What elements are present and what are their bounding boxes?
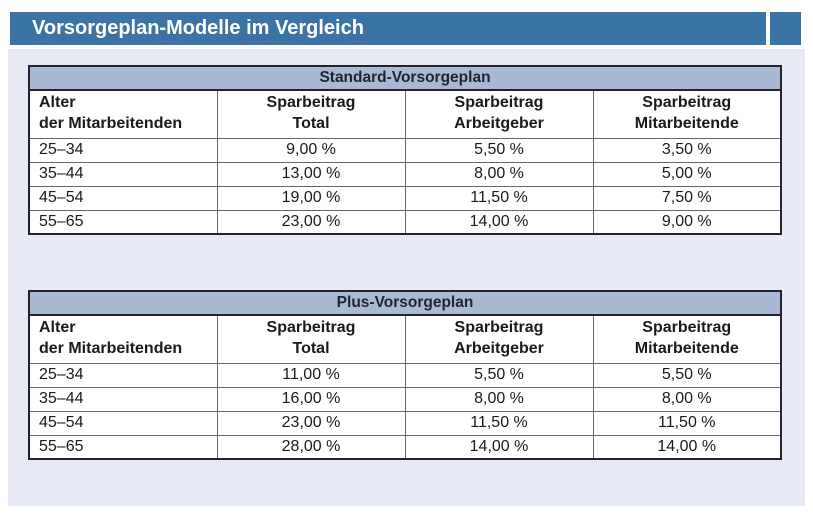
column-header-line: Sparbeitrag	[454, 94, 544, 112]
table-title-row: Standard-Vorsorgeplan	[28, 65, 782, 91]
value-cell: 9,00 %	[592, 209, 782, 235]
value-cell: 11,00 %	[216, 362, 406, 388]
column-header-line: der Mitarbeitenden	[39, 340, 183, 358]
age-range-cell: 35–44	[28, 161, 218, 187]
value-cell: 11,50 %	[404, 185, 594, 211]
table-row: 55–65 23,00 % 14,00 % 9,00 %	[28, 209, 782, 235]
value-cell: 5,50 %	[592, 362, 782, 388]
column-header-line: der Mitarbeitenden	[39, 115, 183, 133]
value-cell: 16,00 %	[216, 386, 406, 412]
column-header-row: Alter der Mitarbeitenden Sparbeitrag Tot…	[28, 89, 782, 139]
column-header-line: Sparbeitrag	[454, 319, 544, 337]
value-cell: 8,00 %	[592, 386, 782, 412]
title-bar-accent-square	[770, 12, 801, 45]
table-row: 55–65 28,00 % 14,00 % 14,00 %	[28, 434, 782, 460]
column-header-row: Alter der Mitarbeitenden Sparbeitrag Tot…	[28, 314, 782, 364]
column-header-sparbeitrag-arbeitgeber: Sparbeitrag Arbeitgeber	[404, 314, 594, 364]
comparison-table-standard: Standard-Vorsorgeplan Alter der Mitarbei…	[28, 65, 782, 235]
table-row: 35–44 13,00 % 8,00 % 5,00 %	[28, 161, 782, 187]
value-cell: 5,50 %	[404, 137, 594, 163]
table-row: 25–34 11,00 % 5,50 % 5,50 %	[28, 362, 782, 388]
value-cell: 28,00 %	[216, 434, 406, 460]
column-header-line: Mitarbeitende	[634, 115, 739, 133]
page-title-bar: Vorsorgeplan-Modelle im Vergleich	[10, 12, 766, 45]
table-row: 45–54 23,00 % 11,50 % 11,50 %	[28, 410, 782, 436]
value-cell: 8,00 %	[404, 161, 594, 187]
column-header-line: Sparbeitrag	[642, 94, 732, 112]
comparison-table-plus: Plus-Vorsorgeplan Alter der Mitarbeitend…	[28, 290, 782, 460]
column-header-line: Sparbeitrag	[642, 319, 732, 337]
value-cell: 7,50 %	[592, 185, 782, 211]
age-range-cell: 35–44	[28, 386, 218, 412]
value-cell: 5,00 %	[592, 161, 782, 187]
column-header-line: Sparbeitrag	[266, 94, 356, 112]
value-cell: 3,50 %	[592, 137, 782, 163]
page-title: Vorsorgeplan-Modelle im Vergleich	[32, 17, 364, 39]
age-range-cell: 25–34	[28, 362, 218, 388]
column-header-line: Total	[292, 340, 330, 358]
column-header-line: Total	[292, 115, 330, 133]
value-cell: 11,50 %	[404, 410, 594, 436]
column-header-alter: Alter der Mitarbeitenden	[28, 89, 218, 139]
column-header-line: Sparbeitrag	[266, 319, 356, 337]
table-plus-vorsorgeplan: Plus-Vorsorgeplan Alter der Mitarbeitend…	[28, 290, 782, 460]
table-standard-vorsorgeplan: Standard-Vorsorgeplan Alter der Mitarbei…	[28, 65, 782, 235]
table-title: Plus-Vorsorgeplan	[28, 290, 782, 316]
table-title: Standard-Vorsorgeplan	[28, 65, 782, 91]
value-cell: 5,50 %	[404, 362, 594, 388]
column-header-line: Mitarbeitende	[634, 340, 739, 358]
column-header-line: Arbeitgeber	[454, 340, 544, 358]
value-cell: 14,00 %	[592, 434, 782, 460]
value-cell: 23,00 %	[216, 209, 406, 235]
age-range-cell: 45–54	[28, 185, 218, 211]
table-row: 25–34 9,00 % 5,50 % 3,50 %	[28, 137, 782, 163]
age-range-cell: 55–65	[28, 209, 218, 235]
value-cell: 11,50 %	[592, 410, 782, 436]
age-range-cell: 25–34	[28, 137, 218, 163]
table-row: 35–44 16,00 % 8,00 % 8,00 %	[28, 386, 782, 412]
value-cell: 14,00 %	[404, 434, 594, 460]
table-title-row: Plus-Vorsorgeplan	[28, 290, 782, 316]
age-range-cell: 45–54	[28, 410, 218, 436]
column-header-sparbeitrag-arbeitgeber: Sparbeitrag Arbeitgeber	[404, 89, 594, 139]
value-cell: 13,00 %	[216, 161, 406, 187]
column-header-alter: Alter der Mitarbeitenden	[28, 314, 218, 364]
value-cell: 9,00 %	[216, 137, 406, 163]
column-header-line: Alter	[39, 319, 76, 337]
column-header-line: Arbeitgeber	[454, 115, 544, 133]
value-cell: 8,00 %	[404, 386, 594, 412]
column-header-sparbeitrag-total: Sparbeitrag Total	[216, 314, 406, 364]
value-cell: 19,00 %	[216, 185, 406, 211]
age-range-cell: 55–65	[28, 434, 218, 460]
content-panel: Standard-Vorsorgeplan Alter der Mitarbei…	[8, 49, 805, 506]
column-header-sparbeitrag-mitarbeitende: Sparbeitrag Mitarbeitende	[592, 89, 782, 139]
value-cell: 14,00 %	[404, 209, 594, 235]
table-row: 45–54 19,00 % 11,50 % 7,50 %	[28, 185, 782, 211]
column-header-sparbeitrag-mitarbeitende: Sparbeitrag Mitarbeitende	[592, 314, 782, 364]
column-header-line: Alter	[39, 94, 76, 112]
column-header-sparbeitrag-total: Sparbeitrag Total	[216, 89, 406, 139]
value-cell: 23,00 %	[216, 410, 406, 436]
